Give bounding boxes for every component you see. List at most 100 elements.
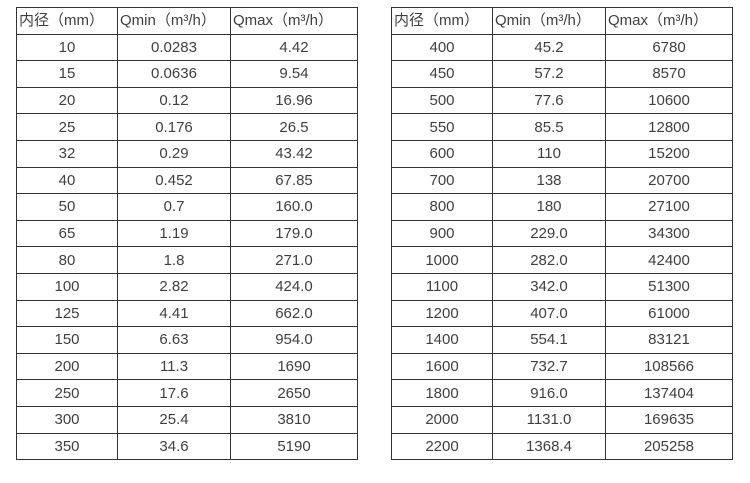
table-row: 25 0.176 26.5 bbox=[16, 113, 358, 141]
qmin-cell: 45.2 bbox=[492, 33, 606, 62]
qmax-cell: 61000 bbox=[605, 299, 733, 328]
flow-table-small-diameters: 内径（mm） Qmin（m³/h） Qmax（m³/h） 10 0.0283 4.4… bbox=[16, 7, 358, 461]
table-row: 80 1.8 271.0 bbox=[16, 246, 358, 274]
diameter-cell: 1200 bbox=[391, 299, 493, 328]
table-row: 2000 1131.0 169635 bbox=[391, 405, 733, 434]
diameter-cell: 1000 bbox=[391, 246, 493, 274]
diameter-cell: 65 bbox=[16, 219, 118, 248]
table-row: 15 0.0636 9.54 bbox=[16, 60, 358, 88]
qmax-cell: 20700 bbox=[605, 166, 733, 195]
diameter-cell: 700 bbox=[391, 166, 493, 195]
qmax-cell: 5190 bbox=[230, 432, 358, 461]
header-qmax: Qmax（m³/h） bbox=[230, 7, 358, 35]
qmax-cell: 16.96 bbox=[230, 86, 358, 115]
qmin-cell: 85.5 bbox=[492, 113, 606, 141]
diameter-cell: 250 bbox=[16, 379, 118, 407]
table-row: 32 0.29 43.42 bbox=[16, 139, 358, 168]
qmin-cell: 4.41 bbox=[117, 299, 231, 328]
diameter-cell: 1800 bbox=[391, 379, 493, 407]
table-row: 125 4.41 662.0 bbox=[16, 299, 358, 328]
diameter-cell: 20 bbox=[16, 86, 118, 115]
qmin-cell: 0.0636 bbox=[117, 60, 231, 88]
table-row: 50 0.7 160.0 bbox=[16, 193, 358, 221]
qmax-cell: 83121 bbox=[605, 326, 733, 354]
table-row: 500 77.6 10600 bbox=[391, 86, 733, 115]
qmin-cell: 25.4 bbox=[117, 405, 231, 434]
qmax-cell: 160.0 bbox=[230, 193, 358, 221]
table-row: 350 34.6 5190 bbox=[16, 432, 358, 461]
qmin-cell: 229.0 bbox=[492, 219, 606, 248]
table-row: 600 110 15200 bbox=[391, 139, 733, 168]
diameter-cell: 1600 bbox=[391, 352, 493, 381]
qmin-cell: 0.12 bbox=[117, 86, 231, 115]
qmin-cell: 0.452 bbox=[117, 166, 231, 195]
qmin-cell: 6.63 bbox=[117, 326, 231, 354]
qmin-cell: 282.0 bbox=[492, 246, 606, 274]
table-row: 1400 554.1 83121 bbox=[391, 326, 733, 354]
qmax-cell: 12800 bbox=[605, 113, 733, 141]
qmax-cell: 26.5 bbox=[230, 113, 358, 141]
qmin-cell: 732.7 bbox=[492, 352, 606, 381]
table-header-row: 内径（mm） Qmin（m³/h） Qmax（m³/h） bbox=[16, 7, 358, 35]
qmax-cell: 954.0 bbox=[230, 326, 358, 354]
qmin-cell: 34.6 bbox=[117, 432, 231, 461]
diameter-cell: 1400 bbox=[391, 326, 493, 354]
diameter-cell: 25 bbox=[16, 113, 118, 141]
diameter-cell: 1100 bbox=[391, 272, 493, 301]
qmin-cell: 2.82 bbox=[117, 272, 231, 301]
diameter-cell: 600 bbox=[391, 139, 493, 168]
qmax-cell: 271.0 bbox=[230, 246, 358, 274]
diameter-cell: 32 bbox=[16, 139, 118, 168]
table-row: 250 17.6 2650 bbox=[16, 379, 358, 407]
diameter-cell: 450 bbox=[391, 60, 493, 88]
diameter-cell: 125 bbox=[16, 299, 118, 328]
header-qmax: Qmax（m³/h） bbox=[605, 7, 733, 35]
qmin-cell: 1131.0 bbox=[492, 405, 606, 434]
table-row: 300 25.4 3810 bbox=[16, 405, 358, 434]
diameter-cell: 900 bbox=[391, 219, 493, 248]
qmax-cell: 6780 bbox=[605, 33, 733, 62]
table-row: 550 85.5 12800 bbox=[391, 113, 733, 141]
table-row: 40 0.452 67.85 bbox=[16, 166, 358, 195]
qmin-cell: 138 bbox=[492, 166, 606, 195]
qmax-cell: 424.0 bbox=[230, 272, 358, 301]
qmax-cell: 34300 bbox=[605, 219, 733, 248]
qmax-cell: 8570 bbox=[605, 60, 733, 88]
qmin-cell: 0.0283 bbox=[117, 33, 231, 62]
qmax-cell: 3810 bbox=[230, 405, 358, 434]
table-row: 900 229.0 34300 bbox=[391, 219, 733, 248]
qmin-cell: 1.19 bbox=[117, 219, 231, 248]
qmax-cell: 179.0 bbox=[230, 219, 358, 248]
qmax-cell: 10600 bbox=[605, 86, 733, 115]
table-row: 20 0.12 16.96 bbox=[16, 86, 358, 115]
table-row: 1000 282.0 42400 bbox=[391, 246, 733, 274]
flow-table-large-diameters: 内径（mm） Qmin（m³/h） Qmax（m³/h） 400 45.2 6780… bbox=[391, 7, 733, 461]
diameter-cell: 15 bbox=[16, 60, 118, 88]
diameter-cell: 300 bbox=[16, 405, 118, 434]
qmax-cell: 67.85 bbox=[230, 166, 358, 195]
table-row: 65 1.19 179.0 bbox=[16, 219, 358, 248]
qmin-cell: 342.0 bbox=[492, 272, 606, 301]
qmin-cell: 77.6 bbox=[492, 86, 606, 115]
qmin-cell: 916.0 bbox=[492, 379, 606, 407]
qmax-cell: 9.54 bbox=[230, 60, 358, 88]
table-row: 800 180 27100 bbox=[391, 193, 733, 221]
diameter-cell: 100 bbox=[16, 272, 118, 301]
qmax-cell: 51300 bbox=[605, 272, 733, 301]
qmax-cell: 137404 bbox=[605, 379, 733, 407]
diameter-cell: 50 bbox=[16, 193, 118, 221]
qmin-cell: 11.3 bbox=[117, 352, 231, 381]
header-diameter: 内径（mm） bbox=[391, 7, 493, 35]
header-qmin: Qmin（m³/h） bbox=[117, 7, 231, 35]
table-row: 400 45.2 6780 bbox=[391, 33, 733, 62]
table-row: 1200 407.0 61000 bbox=[391, 299, 733, 328]
diameter-cell: 2200 bbox=[391, 432, 493, 461]
diameter-cell: 150 bbox=[16, 326, 118, 354]
qmin-cell: 57.2 bbox=[492, 60, 606, 88]
table-row: 700 138 20700 bbox=[391, 166, 733, 195]
table-row: 100 2.82 424.0 bbox=[16, 272, 358, 301]
header-qmin: Qmin（m³/h） bbox=[492, 7, 606, 35]
table-body-1: 400 45.2 6780 450 57.2 8570 500 77.6 10600 550 85.… bbox=[391, 33, 733, 461]
qmax-cell: 2650 bbox=[230, 379, 358, 407]
qmax-cell: 1690 bbox=[230, 352, 358, 381]
